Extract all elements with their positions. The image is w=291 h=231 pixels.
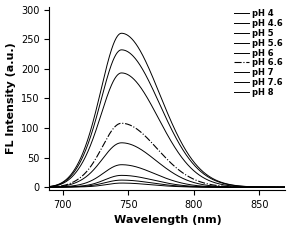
- pH 5: [48, 186, 51, 188]
- pH 7: [284, 186, 287, 188]
- Legend: pH 4, pH 4.6, pH 5, pH 5.6, pH 6, pH 6.6, pH 7, pH 7.6, pH 8: pH 4, pH 4.6, pH 5, pH 5.6, pH 6, pH 6.6…: [233, 8, 284, 98]
- pH 5: [185, 184, 189, 187]
- pH 4.6: [251, 186, 255, 188]
- pH 6: [198, 183, 202, 185]
- pH 7.6: [284, 186, 287, 188]
- Line: pH 6.6: pH 6.6: [49, 123, 285, 187]
- pH 7: [62, 182, 66, 184]
- pH 5.6: [198, 185, 202, 187]
- pH 7.6: [120, 49, 123, 51]
- pH 5.6: [191, 184, 195, 186]
- pH 7: [198, 174, 202, 177]
- pH 6: [185, 179, 189, 182]
- pH 6.6: [48, 186, 51, 188]
- pH 8: [120, 32, 123, 35]
- pH 8: [185, 151, 189, 153]
- Line: pH 8: pH 8: [49, 33, 285, 187]
- Line: pH 5.6: pH 5.6: [49, 165, 285, 187]
- pH 6: [120, 141, 123, 144]
- pH 7: [185, 162, 189, 165]
- pH 6.6: [185, 174, 189, 177]
- pH 6: [284, 186, 287, 188]
- pH 6.6: [191, 177, 195, 180]
- pH 7.6: [251, 185, 255, 188]
- pH 5: [284, 186, 287, 188]
- pH 7: [191, 169, 195, 171]
- pH 4: [185, 185, 189, 188]
- pH 7.6: [227, 183, 230, 186]
- pH 6.6: [120, 122, 123, 125]
- pH 5.6: [251, 186, 255, 188]
- pH 5.6: [284, 186, 287, 188]
- pH 4: [191, 186, 195, 188]
- pH 8: [251, 185, 255, 188]
- pH 5.6: [120, 163, 123, 166]
- pH 7.6: [191, 162, 195, 165]
- pH 4.6: [62, 186, 66, 188]
- Line: pH 7.6: pH 7.6: [49, 50, 285, 187]
- pH 5: [62, 185, 66, 188]
- Line: pH 6: pH 6: [49, 143, 285, 187]
- pH 6: [191, 181, 195, 184]
- pH 8: [62, 180, 66, 183]
- pH 7.6: [185, 154, 189, 157]
- pH 4.6: [185, 185, 189, 188]
- pH 6.6: [251, 186, 255, 188]
- pH 7.6: [62, 181, 66, 183]
- pH 4.6: [48, 186, 51, 188]
- pH 7: [120, 72, 123, 74]
- pH 6: [251, 186, 255, 188]
- pH 7: [48, 185, 51, 188]
- pH 8: [48, 185, 51, 188]
- pH 4: [120, 182, 123, 184]
- pH 4: [227, 186, 230, 188]
- pH 7.6: [48, 185, 51, 188]
- pH 4.6: [227, 186, 230, 188]
- Line: pH 4: pH 4: [49, 183, 285, 187]
- pH 6.6: [62, 184, 66, 187]
- Line: pH 4.6: pH 4.6: [49, 180, 285, 187]
- pH 4.6: [120, 179, 123, 182]
- pH 8: [284, 186, 287, 188]
- pH 6: [227, 185, 230, 188]
- pH 7: [251, 186, 255, 188]
- pH 4: [48, 186, 51, 188]
- X-axis label: Wavelength (nm): Wavelength (nm): [113, 216, 221, 225]
- pH 4: [198, 186, 202, 188]
- pH 6.6: [198, 180, 202, 183]
- pH 5.6: [185, 183, 189, 185]
- pH 6: [62, 185, 66, 187]
- pH 6.6: [227, 185, 230, 188]
- Line: pH 7: pH 7: [49, 73, 285, 187]
- pH 6: [48, 186, 51, 188]
- pH 4.6: [191, 185, 195, 188]
- Line: pH 5: pH 5: [49, 175, 285, 187]
- pH 8: [227, 183, 230, 186]
- Y-axis label: FL Intensity (a.u.): FL Intensity (a.u.): [6, 43, 15, 154]
- pH 5.6: [227, 186, 230, 188]
- pH 5: [120, 174, 123, 177]
- pH 4.6: [198, 185, 202, 188]
- pH 5.6: [62, 185, 66, 188]
- pH 5: [251, 186, 255, 188]
- pH 4: [62, 186, 66, 188]
- pH 8: [191, 159, 195, 162]
- pH 5.6: [48, 186, 51, 188]
- pH 6.6: [284, 186, 287, 188]
- pH 7.6: [198, 170, 202, 172]
- pH 4: [251, 186, 255, 188]
- pH 5: [227, 186, 230, 188]
- pH 5: [191, 185, 195, 188]
- pH 8: [198, 167, 202, 170]
- pH 4.6: [284, 186, 287, 188]
- pH 7: [227, 184, 230, 187]
- pH 4: [284, 186, 287, 188]
- pH 5: [198, 185, 202, 188]
